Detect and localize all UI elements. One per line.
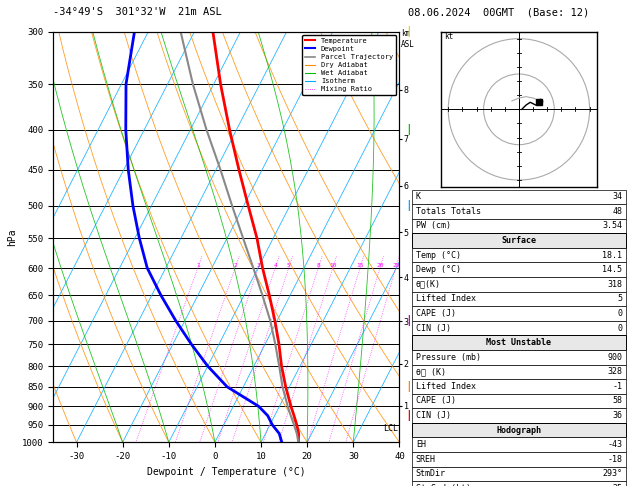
Text: 15: 15 (356, 263, 364, 268)
Text: |: | (406, 382, 413, 392)
Text: 0: 0 (617, 324, 622, 332)
Text: © weatheronline.co.uk: © weatheronline.co.uk (470, 467, 567, 476)
Text: Temp (°C): Temp (°C) (416, 251, 461, 260)
Text: 328: 328 (607, 367, 622, 376)
Text: 36: 36 (612, 411, 622, 420)
Text: 5: 5 (617, 295, 622, 303)
Text: Most Unstable: Most Unstable (486, 338, 552, 347)
Text: CIN (J): CIN (J) (416, 411, 451, 420)
X-axis label: Dewpoint / Temperature (°C): Dewpoint / Temperature (°C) (147, 467, 306, 477)
Text: 20: 20 (376, 263, 384, 268)
Text: 318: 318 (607, 280, 622, 289)
Text: -34°49'S  301°32'W  21m ASL: -34°49'S 301°32'W 21m ASL (53, 7, 222, 17)
Text: LCL: LCL (383, 424, 398, 433)
Text: 10: 10 (329, 263, 337, 268)
Text: 0: 0 (617, 309, 622, 318)
Text: 900: 900 (607, 353, 622, 362)
Text: 34: 34 (612, 192, 622, 201)
Text: Pressure (mb): Pressure (mb) (416, 353, 481, 362)
Text: -1: -1 (612, 382, 622, 391)
Text: Hodograph: Hodograph (496, 426, 542, 434)
Text: 25: 25 (612, 484, 622, 486)
Text: 18.1: 18.1 (602, 251, 622, 260)
Text: SREH: SREH (416, 455, 436, 464)
Text: 5: 5 (287, 263, 291, 268)
Text: 08.06.2024  00GMT  (Base: 12): 08.06.2024 00GMT (Base: 12) (408, 7, 589, 17)
Text: kt: kt (444, 32, 454, 41)
Text: 14.5: 14.5 (602, 265, 622, 274)
Text: θᴇ(K): θᴇ(K) (416, 280, 441, 289)
Text: |: | (406, 410, 413, 421)
Text: EH: EH (416, 440, 426, 449)
Text: 3.54: 3.54 (602, 222, 622, 230)
Text: 48: 48 (612, 207, 622, 216)
Text: CAPE (J): CAPE (J) (416, 397, 456, 405)
Text: |: | (406, 200, 413, 211)
Text: CAPE (J): CAPE (J) (416, 309, 456, 318)
Text: K: K (416, 192, 421, 201)
Text: Dewp (°C): Dewp (°C) (416, 265, 461, 274)
Text: PW (cm): PW (cm) (416, 222, 451, 230)
Text: |: | (406, 26, 413, 37)
Text: Lifted Index: Lifted Index (416, 295, 476, 303)
Text: 3: 3 (257, 263, 260, 268)
Text: Surface: Surface (501, 236, 537, 245)
Legend: Temperature, Dewpoint, Parcel Trajectory, Dry Adiabat, Wet Adiabat, Isotherm, Mi: Temperature, Dewpoint, Parcel Trajectory… (302, 35, 396, 95)
Text: 293°: 293° (602, 469, 622, 478)
Y-axis label: hPa: hPa (7, 228, 17, 246)
Text: -43: -43 (607, 440, 622, 449)
Text: CIN (J): CIN (J) (416, 324, 451, 332)
Text: 8: 8 (316, 263, 320, 268)
Text: |: | (406, 315, 413, 326)
Text: 25: 25 (392, 263, 399, 268)
Text: Lifted Index: Lifted Index (416, 382, 476, 391)
Text: StmDir: StmDir (416, 469, 446, 478)
Text: Totals Totals: Totals Totals (416, 207, 481, 216)
Text: 1: 1 (196, 263, 199, 268)
Text: θᴇ (K): θᴇ (K) (416, 367, 446, 376)
Text: 58: 58 (612, 397, 622, 405)
Text: StmSpd (kt): StmSpd (kt) (416, 484, 470, 486)
Text: |: | (406, 124, 413, 135)
Text: 2: 2 (233, 263, 237, 268)
Text: -18: -18 (607, 455, 622, 464)
Text: 4: 4 (274, 263, 277, 268)
Text: km
ASL: km ASL (401, 29, 415, 49)
